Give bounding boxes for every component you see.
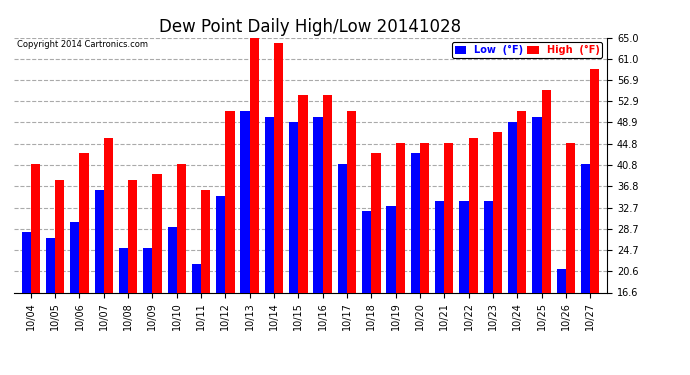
Bar — [31, 164, 40, 375]
Bar — [566, 143, 575, 375]
Bar — [532, 117, 542, 375]
Bar — [152, 174, 161, 375]
Bar — [395, 143, 405, 375]
Bar — [444, 143, 453, 375]
Bar — [323, 96, 332, 375]
Bar — [313, 117, 323, 375]
Bar — [298, 96, 308, 375]
Bar — [226, 111, 235, 375]
Bar — [337, 164, 347, 375]
Bar — [95, 190, 103, 375]
Bar — [250, 38, 259, 375]
Bar — [119, 248, 128, 375]
Bar — [128, 180, 137, 375]
Bar — [518, 111, 526, 375]
Bar — [420, 143, 429, 375]
Bar — [216, 195, 226, 375]
Bar — [484, 201, 493, 375]
Bar — [508, 122, 518, 375]
Bar — [590, 69, 600, 375]
Bar — [493, 132, 502, 375]
Bar — [192, 264, 201, 375]
Bar — [460, 201, 469, 375]
Bar — [581, 164, 590, 375]
Bar — [79, 153, 89, 375]
Bar — [411, 153, 420, 375]
Bar — [265, 117, 274, 375]
Bar — [240, 111, 250, 375]
Bar — [557, 269, 566, 375]
Legend: Low  (°F), High  (°F): Low (°F), High (°F) — [452, 42, 602, 58]
Text: Copyright 2014 Cartronics.com: Copyright 2014 Cartronics.com — [17, 40, 148, 49]
Bar — [289, 122, 298, 375]
Bar — [435, 201, 444, 375]
Bar — [168, 227, 177, 375]
Bar — [21, 232, 31, 375]
Bar — [104, 138, 113, 375]
Bar — [347, 111, 356, 375]
Bar — [542, 90, 551, 375]
Bar — [469, 138, 477, 375]
Bar — [362, 211, 371, 375]
Bar — [70, 222, 79, 375]
Bar — [144, 248, 152, 375]
Bar — [201, 190, 210, 375]
Bar — [371, 153, 381, 375]
Bar — [177, 164, 186, 375]
Bar — [46, 238, 55, 375]
Bar — [55, 180, 64, 375]
Bar — [386, 206, 395, 375]
Bar — [274, 43, 284, 375]
Title: Dew Point Daily High/Low 20141028: Dew Point Daily High/Low 20141028 — [159, 18, 462, 36]
